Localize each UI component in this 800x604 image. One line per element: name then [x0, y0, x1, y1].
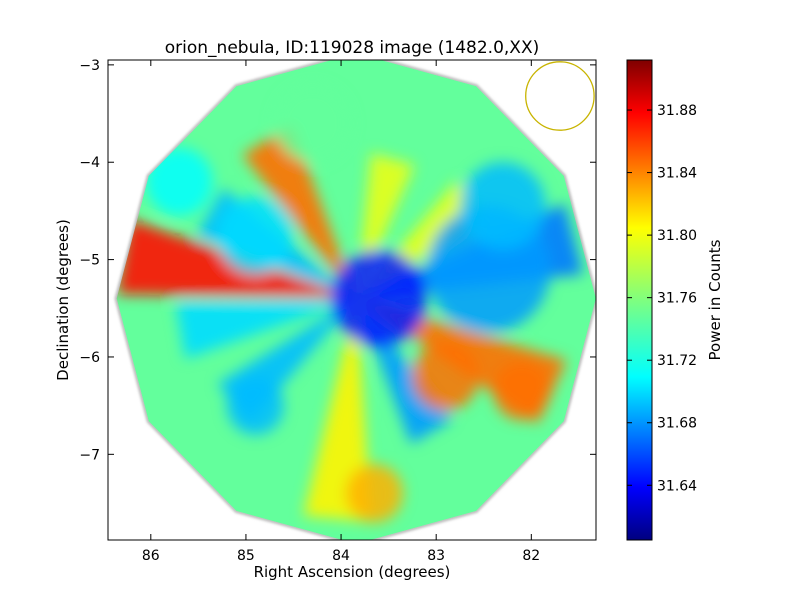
y-tick-label: −6 — [79, 350, 100, 366]
heatmap-blob — [217, 196, 294, 275]
heatmap-ray — [303, 298, 372, 522]
beam-circle — [525, 61, 595, 131]
x-axis-label: Right Ascension (degrees) — [254, 563, 451, 581]
heatmap-features — [116, 84, 584, 523]
heatmap-blob — [345, 464, 403, 523]
colorbar-tick-label: 31.68 — [657, 416, 697, 432]
colorbar-tick-label: 31.72 — [657, 353, 697, 369]
x-tick-label: 83 — [427, 548, 445, 564]
colorbar-label: Power in Counts — [706, 239, 724, 360]
y-tick-label: −4 — [79, 155, 100, 171]
axes-frame — [107, 59, 597, 541]
colorbar-tick-label: 31.88 — [657, 103, 697, 119]
heatmap-area — [114, 60, 596, 540]
heatmap-ray — [175, 298, 357, 359]
y-axis-ticks: −3 −4 −5 −6 −7 — [79, 58, 596, 463]
colorbar — [626, 59, 653, 541]
y-tick-label: −5 — [79, 253, 100, 269]
x-tick-label: 82 — [522, 548, 540, 564]
heatmap-blob — [493, 361, 551, 421]
heatmap-blob — [274, 84, 351, 163]
heatmap-blob — [146, 147, 213, 216]
y-axis-label: Declination (degrees) — [54, 219, 72, 381]
colorbar-tick-label: 31.80 — [657, 228, 697, 244]
y-tick-label: −7 — [79, 447, 100, 463]
x-tick-label: 85 — [237, 548, 255, 564]
colorbar-ticks: 31.64 31.68 31.72 31.76 31.80 31.84 31.88 — [627, 103, 697, 494]
colorbar-tick-label: 31.84 — [657, 166, 697, 182]
x-axis-ticks: 86 85 84 83 82 — [142, 60, 540, 564]
heatmap-blob — [412, 342, 480, 411]
y-tick-label: −3 — [79, 58, 100, 74]
heatmap-blob — [226, 376, 284, 435]
heatmap-ray — [242, 125, 357, 299]
chart-title: orion_nebula, ID:119028 image (1482.0,XX… — [165, 38, 539, 58]
colorbar-tick-label: 31.64 — [657, 478, 697, 494]
heatmap-blob — [460, 162, 546, 250]
colorbar-tick-label: 31.76 — [657, 291, 697, 307]
heatmap-blob — [331, 249, 427, 348]
x-tick-label: 86 — [142, 548, 160, 564]
x-tick-label: 84 — [332, 548, 350, 564]
